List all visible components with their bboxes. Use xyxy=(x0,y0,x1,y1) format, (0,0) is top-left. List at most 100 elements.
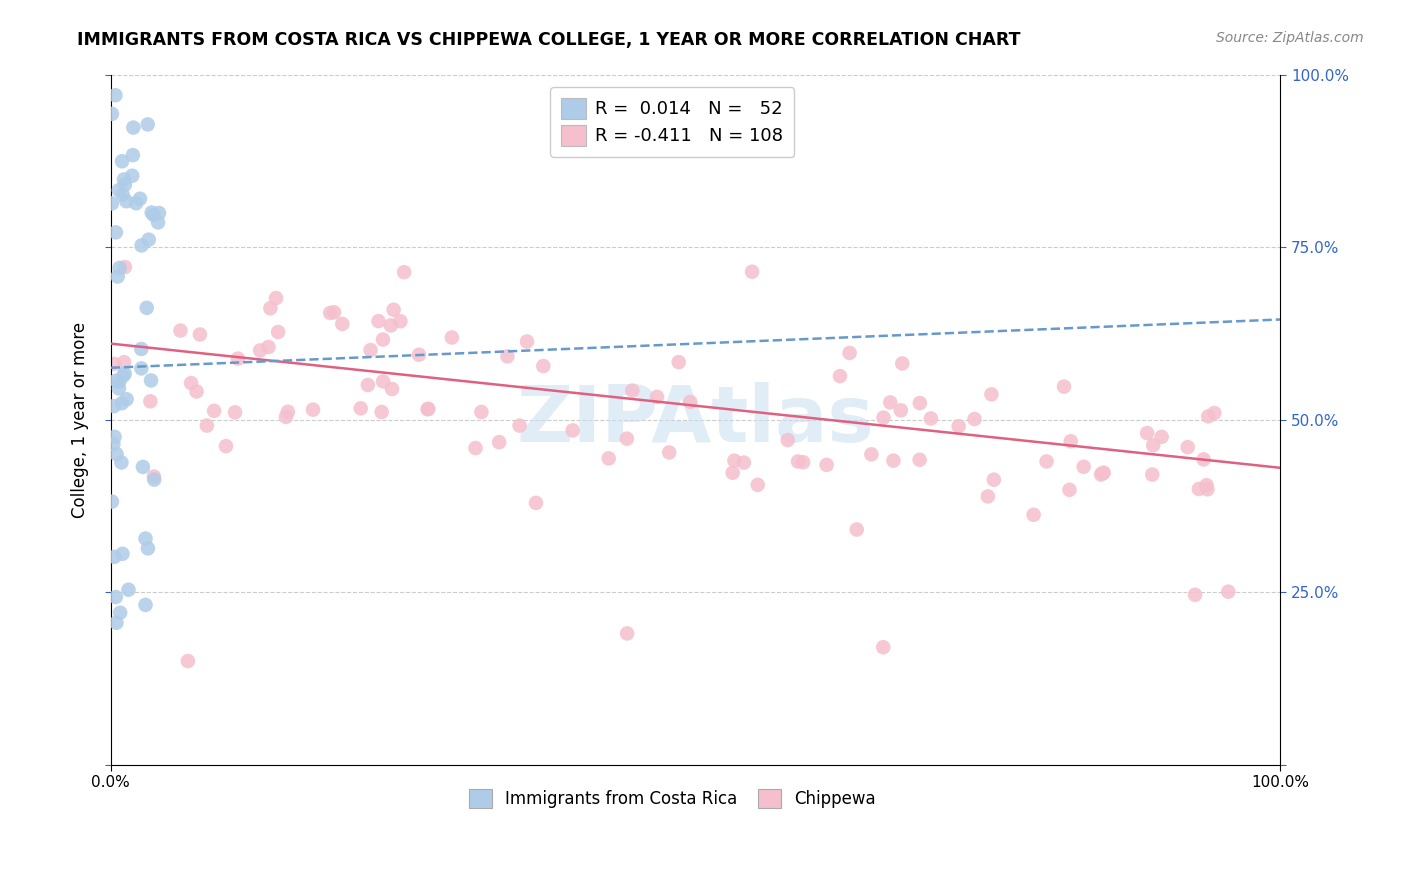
Point xyxy=(1177,440,1199,454)
Point xyxy=(360,343,382,357)
Point xyxy=(121,169,143,183)
Point xyxy=(143,473,166,487)
Point xyxy=(1197,483,1219,497)
Point xyxy=(186,384,208,399)
Point xyxy=(882,453,904,467)
Point xyxy=(101,107,124,121)
Point xyxy=(980,387,1002,401)
Point xyxy=(733,456,755,470)
Point xyxy=(103,399,125,413)
Point xyxy=(139,374,162,388)
Point xyxy=(828,369,851,384)
Point xyxy=(215,439,238,453)
Point xyxy=(1060,434,1083,449)
Point xyxy=(112,172,135,186)
Point xyxy=(389,314,412,328)
Point xyxy=(741,265,763,279)
Point xyxy=(776,433,799,447)
Text: ZIPAtlas: ZIPAtlas xyxy=(517,382,875,458)
Point xyxy=(1090,467,1112,482)
Point xyxy=(131,342,153,356)
Point xyxy=(267,325,290,339)
Point xyxy=(141,205,163,219)
Point xyxy=(115,194,138,209)
Point xyxy=(101,196,124,211)
Point xyxy=(108,375,131,389)
Point xyxy=(679,395,702,409)
Point xyxy=(948,419,970,434)
Point xyxy=(621,384,644,398)
Point xyxy=(845,523,868,537)
Point xyxy=(350,401,373,416)
Point xyxy=(616,626,638,640)
Point xyxy=(110,455,132,469)
Point xyxy=(1059,483,1081,497)
Point xyxy=(135,301,157,315)
Point xyxy=(392,265,415,279)
Point xyxy=(977,490,1000,504)
Point xyxy=(747,478,769,492)
Point xyxy=(838,346,860,360)
Point xyxy=(103,437,125,451)
Point xyxy=(134,532,156,546)
Point xyxy=(105,374,128,388)
Point xyxy=(180,376,202,390)
Point xyxy=(138,233,160,247)
Point xyxy=(135,598,157,612)
Point xyxy=(658,445,681,459)
Point xyxy=(723,454,745,468)
Point xyxy=(142,208,165,222)
Point xyxy=(114,178,136,192)
Point xyxy=(381,382,404,396)
Point xyxy=(101,494,124,508)
Point xyxy=(121,148,143,162)
Point xyxy=(815,458,838,472)
Point xyxy=(108,183,131,197)
Point xyxy=(108,381,131,395)
Point xyxy=(103,357,125,371)
Point xyxy=(516,334,538,349)
Point xyxy=(105,615,128,630)
Point xyxy=(125,196,148,211)
Point xyxy=(264,291,287,305)
Point xyxy=(257,340,280,354)
Point xyxy=(1053,379,1076,393)
Point xyxy=(117,582,139,597)
Point xyxy=(440,330,463,344)
Point xyxy=(561,424,583,438)
Point xyxy=(188,327,211,342)
Point xyxy=(131,361,153,376)
Text: IMMIGRANTS FROM COSTA RICA VS CHIPPEWA COLLEGE, 1 YEAR OR MORE CORRELATION CHART: IMMIGRANTS FROM COSTA RICA VS CHIPPEWA C… xyxy=(77,31,1021,49)
Point xyxy=(108,260,131,275)
Point xyxy=(115,392,138,407)
Point xyxy=(107,269,129,284)
Point xyxy=(114,367,136,381)
Point xyxy=(249,343,271,358)
Point xyxy=(488,435,510,450)
Point xyxy=(496,349,519,363)
Point xyxy=(1092,466,1115,480)
Point xyxy=(131,238,153,252)
Point xyxy=(464,441,486,455)
Text: Source: ZipAtlas.com: Source: ZipAtlas.com xyxy=(1216,31,1364,45)
Point xyxy=(1195,478,1218,492)
Point xyxy=(872,410,894,425)
Point xyxy=(1192,452,1215,467)
Point xyxy=(105,447,128,461)
Point xyxy=(908,396,931,410)
Point xyxy=(114,260,136,274)
Point xyxy=(616,432,638,446)
Point xyxy=(1197,409,1219,424)
Point xyxy=(195,418,218,433)
Point xyxy=(963,412,986,426)
Point xyxy=(111,154,134,169)
Point xyxy=(890,403,912,417)
Point xyxy=(371,333,394,347)
Point xyxy=(112,355,135,369)
Point xyxy=(319,306,342,320)
Point xyxy=(908,452,931,467)
Point xyxy=(470,405,492,419)
Point xyxy=(1142,467,1164,482)
Point xyxy=(418,401,440,416)
Point xyxy=(891,356,914,370)
